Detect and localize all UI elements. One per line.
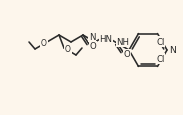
Text: HN: HN (100, 35, 113, 44)
Text: O: O (124, 50, 130, 59)
Text: O: O (90, 42, 96, 51)
Text: Cl: Cl (156, 55, 165, 63)
Text: N: N (89, 33, 95, 42)
Text: O: O (65, 45, 71, 54)
Text: NH: NH (117, 38, 130, 47)
Text: N: N (170, 46, 176, 55)
Text: Cl: Cl (156, 38, 165, 47)
Text: O: O (41, 39, 47, 48)
